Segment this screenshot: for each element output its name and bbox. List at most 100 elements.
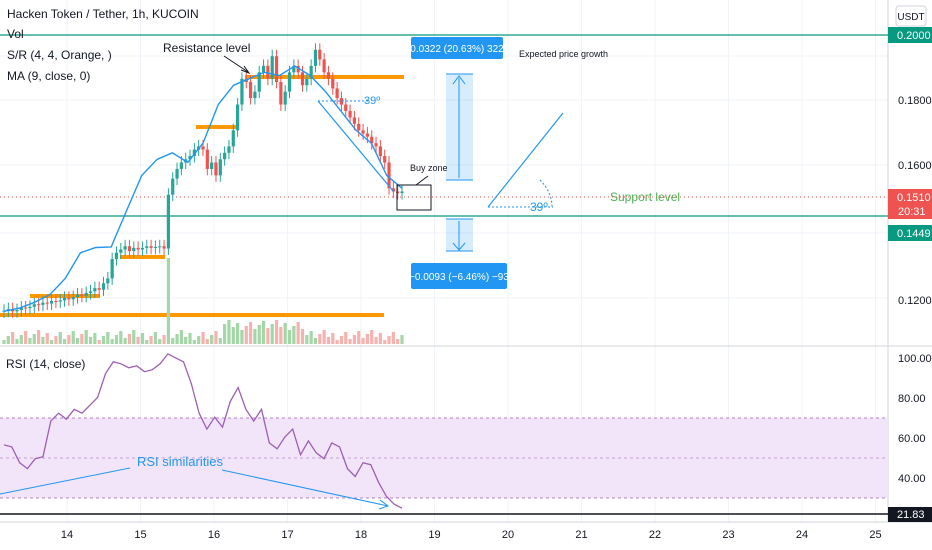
candle-body [32,304,36,307]
volume-bar [49,340,54,344]
chart-title[interactable]: Hacken Token / Tether, 1h, KUCOIN [7,7,199,21]
resistance-label: Resistance level [163,41,250,55]
candle-body [54,301,58,303]
volume-bar [348,339,352,344]
ma-line [3,65,403,312]
up-projection-line[interactable] [487,112,564,208]
price-tick: 0.1800 [898,95,932,107]
time-tick: 23 [722,529,734,541]
drawings[interactable]: 0.0322 (20.63%) 322 −0.0093 (−6.46%) −93… [163,37,680,289]
candle-body [192,149,196,157]
candle-body [132,247,136,252]
candle-body [270,56,274,79]
buy-zone-box[interactable] [396,184,432,211]
volume-bar [140,333,145,344]
legend-sr[interactable]: S/R (4, 4, Orange, ) [7,48,112,62]
volume-bar [357,331,361,344]
volume-bar [279,327,283,344]
candle-body [361,130,365,134]
volume-bar [67,335,71,344]
candle-body [179,162,183,169]
candle-body [71,297,75,300]
price-grid [0,55,888,299]
candle-body [326,72,331,79]
rsi-axis[interactable]: 100.00 80.00 60.00 40.00 21.83 [888,353,932,522]
volume-bar [300,329,305,344]
rsi-tick: 80.00 [898,393,926,405]
time-axis[interactable]: 14 15 16 17 18 19 20 21 22 23 24 25 [61,529,882,541]
sr-levels [0,75,404,317]
volume-bar [45,333,49,344]
candle-body [136,247,140,250]
volume-bar [309,331,313,344]
volume-bar [54,336,58,344]
volume-bar [162,335,166,344]
down-measure-label-box [411,263,507,289]
rsi-legend[interactable]: RSI (14, close) [6,357,85,371]
rsi-similar-line-left[interactable] [0,467,131,495]
volume-bar [374,337,378,344]
candle-body [45,302,49,304]
volume-bar [106,332,110,344]
candle-body [279,81,283,105]
volume-bar [257,325,261,344]
candle-body [62,297,67,301]
up-arrow-head [452,75,466,85]
candle-body [348,110,352,118]
candle-body [214,162,218,176]
volume-bar [24,331,28,344]
candle-body [309,65,313,79]
candle-body [101,283,106,290]
volume-bar [37,330,41,344]
price-axis[interactable]: 0.1200 0.1600 0.1800 0.2000 0.1510 20:31… [888,27,932,307]
candle-body [292,65,296,73]
volume-bar [28,338,32,344]
time-tick: 24 [796,529,808,541]
candle-body [305,78,309,86]
candle-body [318,49,322,60]
volume-bars [2,258,404,344]
legend-vol[interactable]: Vol [7,27,24,41]
volume-bar [240,330,244,344]
volume-bar [391,332,395,344]
candle-body [49,301,54,304]
volume-bar [365,334,369,344]
volume-bar [223,324,227,344]
rsi-similar-line-right[interactable] [221,469,389,507]
candle-body [335,88,339,99]
currency-button[interactable] [895,5,927,27]
candle-body [223,152,227,160]
volume-bar [132,330,136,344]
down-arrow-head [452,242,466,251]
candle-body [114,252,119,260]
rsi-annotations[interactable]: RSI similarities [0,454,390,510]
rsi-tick: 100.00 [898,353,932,365]
volume-bar [339,336,344,344]
down-trend-line[interactable] [317,100,395,193]
candle-body [41,302,45,305]
candle-body [37,304,41,306]
candle-body [339,98,344,105]
candle-body [67,297,71,300]
candles [2,43,404,318]
volume-bar [93,333,97,344]
volume-bar [188,333,192,344]
candle-body [287,72,292,92]
candle-body [352,117,357,124]
candle-body [188,156,192,160]
volume-bar [396,339,400,344]
volume-bar [41,337,45,344]
volume-bar [166,258,170,344]
time-tick: 21 [575,529,587,541]
time-tick: 17 [281,529,293,541]
volume-bar [253,329,257,344]
candle-body [162,246,166,249]
candle-body [58,300,62,302]
volume-bar [32,334,36,344]
candle-body [75,294,80,298]
volume-bar [62,339,67,344]
rsi-similar-arrow-head [378,499,390,510]
candle-body [331,78,335,89]
price-tick: 0.1600 [898,160,932,172]
legend-ma[interactable]: MA (9, close, 0) [7,69,90,83]
